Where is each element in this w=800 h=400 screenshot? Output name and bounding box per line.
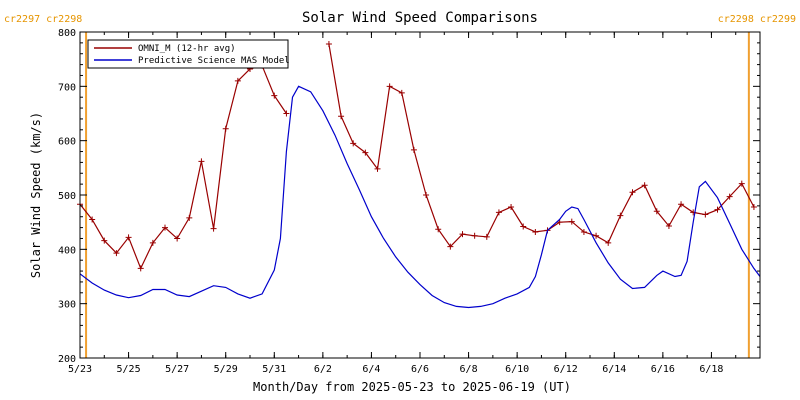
x-axis-title: Month/Day from 2025-05-23 to 2025-06-19 …	[253, 380, 571, 394]
x-tick-label: 5/23	[68, 364, 92, 375]
carrington-label: cr2297 cr2298	[4, 14, 82, 25]
x-axis: 5/23 5/25 5/27 5/29 5/31 6/2 6/4 6/6 6/8 6/10 6/12…	[68, 32, 761, 375]
data-point	[568, 218, 575, 225]
data-point	[483, 233, 490, 240]
x-tick-label: 6/18	[699, 364, 723, 375]
data-point	[593, 232, 600, 239]
data-point	[580, 228, 587, 235]
data-point	[222, 125, 229, 132]
data-point	[101, 237, 108, 244]
data-point	[447, 243, 454, 250]
y-tick-label: 300	[58, 300, 76, 311]
x-tick-label: 5/25	[117, 364, 141, 375]
data-point	[435, 226, 442, 233]
series-layer	[77, 40, 761, 309]
y-tick-label: 400	[58, 245, 76, 256]
chart-title: Solar Wind Speed Comparisons	[302, 10, 538, 26]
data-point	[125, 234, 132, 241]
y-tick-label: 500	[58, 191, 76, 202]
data-point	[362, 149, 369, 156]
data-point	[508, 203, 515, 210]
data-point	[532, 228, 539, 235]
y-tick-label: 200	[58, 354, 76, 365]
data-point	[471, 232, 478, 239]
data-point	[374, 165, 381, 172]
data-point	[113, 250, 120, 257]
y-axis-title: Solar Wind Speed (km/s)	[29, 112, 43, 278]
x-tick-label: 6/2	[314, 364, 332, 375]
data-point	[629, 189, 636, 196]
y-tick-label: 800	[58, 28, 76, 39]
series-line	[79, 85, 761, 309]
carrington-label: cr2298 cr2299	[718, 14, 796, 25]
data-point	[702, 211, 709, 218]
data-point	[198, 158, 205, 165]
data-point	[665, 222, 672, 229]
data-point	[641, 182, 648, 189]
data-point	[605, 239, 612, 246]
data-point	[459, 231, 466, 238]
data-point	[423, 192, 430, 198]
x-tick-label: 6/12	[554, 364, 578, 375]
data-point	[325, 40, 332, 47]
data-point	[750, 203, 757, 210]
legend-box	[87, 39, 289, 69]
legend-entry: OMNI_M (12-hr avg)	[138, 44, 236, 54]
carrington-labels: cr2297 cr2298 cr2298 cr2299	[4, 14, 796, 25]
x-tick-label: 5/27	[165, 364, 189, 375]
x-tick-label: 6/10	[505, 364, 529, 375]
x-tick-label: 5/31	[262, 364, 286, 375]
data-point	[398, 89, 405, 96]
data-point	[726, 193, 733, 200]
data-point	[271, 92, 278, 99]
data-point	[738, 180, 745, 187]
y-tick-label: 600	[58, 137, 76, 148]
data-point	[653, 208, 660, 215]
data-point	[520, 223, 527, 230]
y-axis: 200 300 400 500 600 700 800	[58, 28, 760, 365]
data-point	[89, 216, 96, 223]
series-mas-model	[79, 85, 761, 309]
data-point	[338, 113, 345, 120]
data-point	[495, 209, 502, 216]
x-tick-label: 6/6	[411, 364, 429, 375]
data-point	[386, 83, 393, 90]
data-point	[174, 235, 181, 242]
x-tick-label: 5/29	[214, 364, 238, 375]
legend: OMNI_M (12-hr avg) Predictive Science MAS…	[87, 39, 290, 69]
series-line	[328, 43, 755, 248]
x-tick-label: 6/8	[460, 364, 478, 375]
data-point	[714, 206, 721, 213]
data-point	[617, 212, 624, 219]
data-point	[137, 265, 144, 272]
data-point	[283, 110, 290, 117]
x-tick-label: 6/16	[651, 364, 675, 375]
data-point	[410, 146, 417, 153]
data-point	[210, 225, 217, 232]
data-point	[186, 214, 193, 221]
x-tick-label: 6/4	[362, 364, 380, 375]
data-point	[350, 140, 357, 147]
x-tick-label: 6/14	[602, 364, 626, 375]
legend-entry: Predictive Science MAS Model	[138, 56, 290, 66]
data-point	[149, 239, 156, 246]
y-tick-label: 700	[58, 82, 76, 93]
data-point	[678, 201, 685, 208]
data-point	[162, 224, 168, 231]
data-point	[234, 77, 241, 84]
